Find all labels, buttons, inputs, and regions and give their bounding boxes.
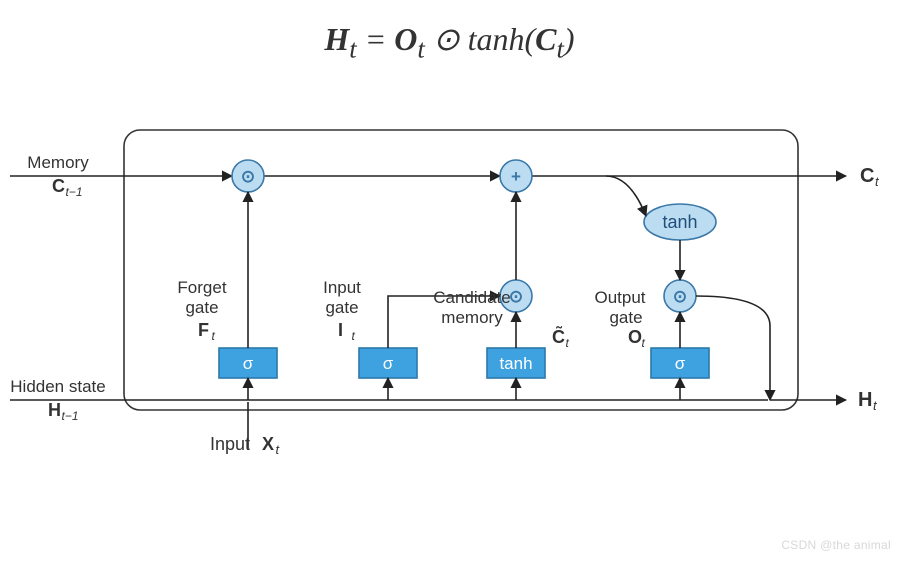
svg-text:F: F	[198, 320, 209, 340]
lstm-diagram: σ σ tanh σ ⊙ + ⊙ ⊙ tanh Memory Ct−1 Hidden state Ht−…	[0, 100, 899, 561]
svg-text:Input: Input	[210, 434, 250, 454]
svg-text:H: H	[858, 389, 872, 411]
svg-text:⊙: ⊙	[241, 167, 255, 186]
svg-text:C̃: C̃	[552, 325, 565, 347]
svg-text:Forget: Forget	[177, 278, 226, 297]
watermark: CSDN @the animal	[781, 538, 891, 552]
svg-text:Hidden state: Hidden state	[10, 377, 105, 396]
svg-text:t−1: t−1	[66, 185, 83, 199]
svg-text:t: t	[642, 336, 646, 350]
svg-text:gate: gate	[609, 308, 642, 327]
svg-text:t: t	[566, 336, 570, 350]
svg-text:t: t	[212, 329, 216, 343]
svg-text:t−1: t−1	[62, 409, 79, 423]
svg-text:H: H	[48, 400, 61, 420]
svg-text:t: t	[276, 442, 281, 457]
svg-text:σ: σ	[675, 354, 686, 373]
svg-text:memory: memory	[441, 308, 503, 327]
svg-text:t: t	[352, 329, 356, 343]
svg-text:σ: σ	[383, 354, 394, 373]
svg-text:Output: Output	[594, 288, 645, 307]
svg-text:⊙: ⊙	[673, 287, 687, 306]
svg-text:t: t	[873, 398, 878, 413]
svg-text:⊙: ⊙	[509, 287, 523, 306]
svg-text:tanh: tanh	[499, 354, 532, 373]
svg-text:Memory: Memory	[27, 153, 89, 172]
svg-text:X: X	[262, 434, 274, 454]
svg-text:I: I	[338, 320, 343, 340]
svg-text:gate: gate	[325, 298, 358, 317]
svg-text:σ: σ	[243, 354, 254, 373]
svg-text:gate: gate	[185, 298, 218, 317]
svg-text:C: C	[52, 176, 65, 196]
svg-text:+: +	[511, 167, 521, 186]
svg-text:t: t	[875, 174, 880, 189]
lstm-formula: Ht = Ot ⊙ tanh(Ct)	[0, 20, 899, 64]
svg-text:tanh: tanh	[662, 212, 697, 232]
svg-text:Candidate: Candidate	[433, 288, 511, 307]
svg-text:C: C	[860, 165, 874, 187]
svg-text:O: O	[628, 327, 642, 347]
svg-text:Input: Input	[323, 278, 361, 297]
